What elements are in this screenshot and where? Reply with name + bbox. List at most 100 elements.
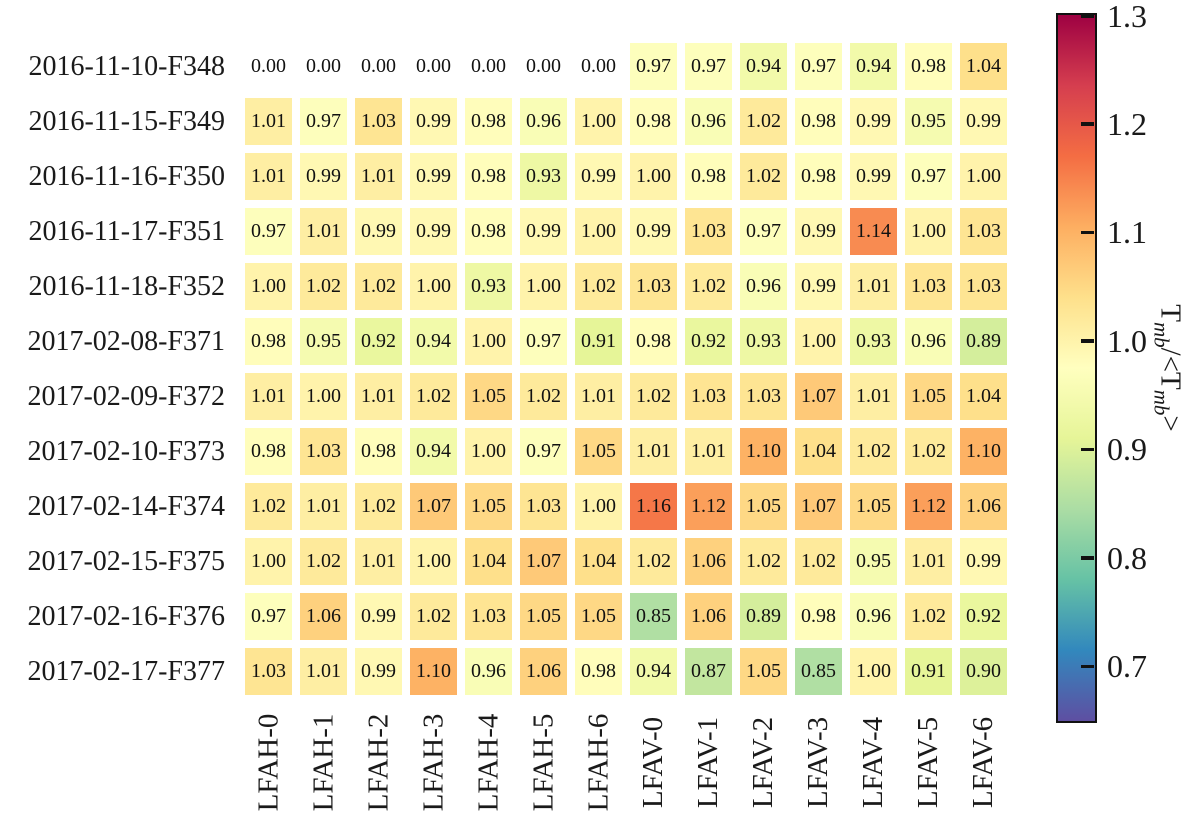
- heatmap-cell: 0.96: [685, 98, 732, 145]
- heatmap-cell: 1.10: [740, 428, 787, 475]
- heatmap-cell: 0.98: [355, 428, 402, 475]
- heatmap-cell: 0.98: [575, 648, 622, 695]
- colorbar-label-text: T: [1154, 304, 1187, 322]
- heatmap-cell: 0.99: [850, 153, 897, 200]
- heatmap-cell: 1.00: [630, 153, 677, 200]
- heatmap-cell: 0.99: [795, 263, 842, 310]
- heatmap-cell: 0.99: [355, 648, 402, 695]
- heatmap-cell: 1.00: [465, 318, 512, 365]
- colorbar-tick: [1081, 556, 1094, 560]
- heatmap-cell: 1.00: [960, 153, 1007, 200]
- heatmap-cell: 0.98: [795, 593, 842, 640]
- heatmap-cell: 0.99: [410, 153, 457, 200]
- heatmap-cell: 0.98: [630, 318, 677, 365]
- heatmap-cell: 1.01: [355, 373, 402, 420]
- heatmap-cell: 1.03: [520, 483, 567, 530]
- heatmap-cell: 1.03: [355, 98, 402, 145]
- heatmap-cell: 0.96: [520, 98, 567, 145]
- row-label: 2017-02-17-F377: [27, 655, 225, 687]
- colorbar-tick-label: 0.9: [1107, 431, 1147, 468]
- heatmap-cell: 1.02: [630, 538, 677, 585]
- heatmap-cell: 1.12: [685, 483, 732, 530]
- heatmap-cell: 1.05: [575, 428, 622, 475]
- column-label: LFAV-5: [905, 700, 952, 824]
- column-label: LFAH-4: [465, 700, 512, 824]
- colorbar-tick-label: 0.8: [1107, 539, 1147, 576]
- row-label: 2016-11-17-F351: [28, 215, 225, 247]
- heatmap-cell: 0.97: [245, 208, 292, 255]
- column-label-text: LFAV-0: [637, 716, 669, 808]
- heatmap-cell: 1.00: [575, 483, 622, 530]
- heatmap-cell: 1.06: [960, 483, 1007, 530]
- heatmap-cell: 1.02: [355, 263, 402, 310]
- heatmap-cell: 1.01: [300, 483, 347, 530]
- column-label: LFAH-0: [245, 700, 292, 824]
- heatmap-cell: 0.93: [520, 153, 567, 200]
- heatmap-cell: 1.00: [245, 263, 292, 310]
- column-label: LFAV-0: [630, 700, 677, 824]
- heatmap-cell: 1.01: [630, 428, 677, 475]
- heatmap-cell: 0.89: [740, 593, 787, 640]
- heatmap-cell: 0.99: [355, 593, 402, 640]
- row-label: 2017-02-16-F376: [27, 600, 225, 632]
- column-label: LFAV-6: [960, 700, 1007, 824]
- heatmap-cell: 1.00: [410, 538, 457, 585]
- heatmap-cell: 1.00: [575, 98, 622, 145]
- heatmap-cell: 0.93: [740, 318, 787, 365]
- heatmap-cell: 0.97: [520, 318, 567, 365]
- heatmap-cell: 0.97: [905, 153, 952, 200]
- heatmap-cell: 1.06: [520, 648, 567, 695]
- heatmap-cell: 1.04: [465, 538, 512, 585]
- heatmap-cell: 1.02: [300, 538, 347, 585]
- heatmap-cell: 1.05: [905, 373, 952, 420]
- heatmap-cell: 0.98: [795, 98, 842, 145]
- heatmap-cell: 1.01: [245, 153, 292, 200]
- heatmap-cell: 1.05: [465, 483, 512, 530]
- heatmap-cell: 0.97: [795, 43, 842, 90]
- heatmap-cell: 1.01: [300, 208, 347, 255]
- heatmap-cell: 0.87: [685, 648, 732, 695]
- heatmap-cell: 1.03: [300, 428, 347, 475]
- heatmap-cell: 1.02: [410, 373, 457, 420]
- heatmap-cell: 1.05: [465, 373, 512, 420]
- row-label: 2017-02-10-F373: [27, 435, 225, 467]
- heatmap-cell: 1.05: [850, 483, 897, 530]
- heatmap-cell: 0.00: [245, 43, 292, 90]
- colorbar: [1056, 13, 1097, 723]
- column-label-text: LFAV-3: [802, 716, 834, 808]
- colorbar-tick: [1081, 14, 1094, 19]
- heatmap-cell: 1.01: [245, 373, 292, 420]
- column-label-text: LFAH-2: [362, 713, 395, 811]
- heatmap-cell: 1.03: [960, 263, 1007, 310]
- heatmap-cell: 1.00: [300, 373, 347, 420]
- heatmap-cell: 1.06: [685, 593, 732, 640]
- heatmap-cell: 0.97: [245, 593, 292, 640]
- heatmap-cell: 0.98: [465, 208, 512, 255]
- heatmap-cell: 0.94: [410, 428, 457, 475]
- heatmap-cell: 1.03: [740, 373, 787, 420]
- column-label: LFAH-1: [300, 700, 347, 824]
- heatmap-cell: 0.98: [245, 318, 292, 365]
- heatmap-cell: 0.96: [465, 648, 512, 695]
- heatmap-cell: 0.99: [410, 208, 457, 255]
- heatmap-cell: 1.06: [300, 593, 347, 640]
- heatmap-cell: 1.01: [355, 538, 402, 585]
- heatmap-cell: 0.94: [740, 43, 787, 90]
- column-label: LFAH-3: [410, 700, 457, 824]
- colorbar-label-text: /<T: [1154, 347, 1187, 390]
- heatmap-cell: 0.00: [300, 43, 347, 90]
- column-label-text: LFAV-4: [857, 716, 889, 808]
- heatmap-cell: 0.98: [685, 153, 732, 200]
- heatmap-cell: 1.02: [795, 538, 842, 585]
- heatmap-cell: 1.03: [960, 208, 1007, 255]
- column-label-text: LFAH-6: [582, 713, 615, 811]
- heatmap-cell: 1.07: [795, 483, 842, 530]
- heatmap-cell: 1.04: [795, 428, 842, 475]
- heatmap-cell: 1.02: [300, 263, 347, 310]
- column-label-text: LFAH-5: [527, 713, 560, 811]
- heatmap-cell: 1.03: [245, 648, 292, 695]
- colorbar-axis-label: Tmb/<Tmb>: [1150, 304, 1187, 432]
- heatmap-cell: 1.07: [410, 483, 457, 530]
- colorbar-label-text: >: [1154, 415, 1187, 432]
- heatmap-cell: 1.01: [575, 373, 622, 420]
